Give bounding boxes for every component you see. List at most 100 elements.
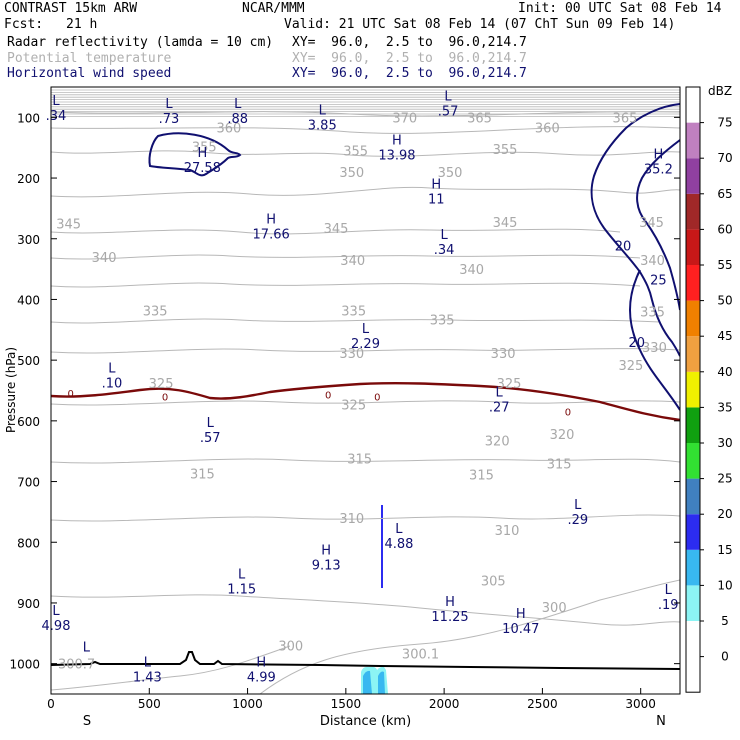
x-tick-label: 0	[47, 697, 55, 711]
theta-label: 300	[278, 639, 303, 654]
y-axis-label: Pressure (hPa)	[4, 347, 18, 433]
field-name-wind: Horizontal wind speed	[7, 66, 172, 81]
extremum-type: L	[108, 361, 116, 376]
theta-contour	[51, 400, 680, 406]
extremum-type: L	[496, 386, 504, 401]
wind-contour-25	[636, 139, 680, 311]
wind-contour-label: 25	[650, 273, 667, 288]
theta-contour	[51, 458, 680, 464]
theta-label: 330	[642, 341, 667, 356]
x-tick-label: 2500	[527, 697, 558, 711]
theta-contour	[51, 96, 680, 98]
extremum-value: .29	[567, 513, 588, 528]
extremum-type: L	[234, 97, 242, 112]
theta-label: 345	[56, 218, 81, 233]
freezing-level-label: 0	[565, 408, 571, 419]
freezing-level-line	[51, 381, 680, 422]
freezing-level-label: 0	[162, 392, 168, 403]
theta-label: 340	[340, 254, 365, 269]
y-tick-label: 900	[17, 597, 40, 611]
field-name-reflectivity: Radar reflectivity (lamda = 10 cm)	[7, 35, 274, 50]
theta-label: 350	[339, 166, 364, 181]
colorbar-level-label: 35	[717, 400, 732, 414]
theta-contour	[51, 103, 680, 106]
colorbar-level-label: 10	[717, 578, 732, 592]
theta-label: 335	[143, 304, 168, 319]
colorbar-swatch	[686, 443, 700, 479]
wind-contour-20	[590, 103, 680, 357]
valid-time: Valid: 21 UTC Sat 08 Feb 14 (07 ChT Sun …	[284, 17, 676, 32]
theta-contour	[51, 94, 680, 96]
colorbar-level-label: 70	[717, 151, 732, 165]
colorbar-level-label: 20	[717, 507, 732, 521]
extremum-value: 4.99	[247, 671, 276, 686]
theta-label: 310	[339, 512, 364, 527]
extremum-type: L	[207, 416, 215, 431]
theta-label: 335	[430, 313, 455, 328]
theta-label: 315	[547, 457, 572, 472]
colorbar-level-label: 65	[717, 187, 732, 201]
extremum-value: 11.25	[431, 610, 468, 625]
colorbar-level-label: 60	[717, 222, 732, 236]
init-time: Init: 00 UTC Sat 08 Feb 14	[518, 1, 722, 16]
y-tick-label: 800	[17, 536, 40, 550]
right-end-label: N	[656, 714, 666, 729]
colorbar-swatch	[686, 478, 700, 515]
wind-contour-20-lower	[628, 269, 680, 411]
theta-contour	[51, 645, 291, 691]
field-xy-theta: XY= 96.0, 2.5 to 96.0,214.7	[292, 51, 527, 66]
field-xy-reflectivity: XY= 96.0, 2.5 to 96.0,214.7	[292, 35, 527, 50]
extremum-type: H	[197, 146, 207, 161]
extremum-value: .34	[46, 109, 67, 124]
theta-label: 360	[216, 122, 241, 137]
extremum-value: 27.58	[184, 161, 221, 176]
theta-label: 340	[640, 254, 665, 269]
theta-label: 355	[192, 140, 217, 155]
fcst-label: Fcst:	[4, 17, 44, 32]
extremum-type: L	[52, 94, 60, 109]
y-tick-label: 1000	[9, 658, 40, 672]
y-tick-label: 500	[17, 354, 40, 368]
extremum-value: 13.98	[378, 149, 415, 164]
extremum-value: .27	[489, 401, 510, 416]
theta-label: 315	[347, 452, 372, 467]
theta-label: 365	[467, 111, 492, 126]
extremum-type: H	[653, 148, 663, 163]
colorbar-swatch	[686, 621, 700, 657]
theta-label: 340	[92, 251, 117, 266]
extremum-value: .57	[200, 431, 221, 446]
theta-contour	[51, 89, 680, 91]
y-tick-label: 300	[17, 233, 40, 247]
extremum-type: L	[362, 322, 370, 337]
theta-contour	[51, 98, 680, 101]
theta-contour	[51, 186, 680, 198]
x-tick-label: 1000	[232, 697, 263, 711]
theta-label: 325	[497, 377, 522, 392]
colorbar-level-label: 15	[717, 543, 732, 557]
x-tick-label: 500	[138, 697, 161, 711]
colorbar-swatch	[686, 229, 700, 265]
extremum-type: L	[665, 583, 673, 598]
theta-label: 305	[481, 574, 506, 589]
colorbar-swatch	[686, 300, 700, 337]
colorbar-level-label: 50	[717, 294, 732, 308]
colorbar-swatch	[686, 265, 700, 301]
x-axis-label: Distance (km)	[320, 714, 411, 729]
theta-contour	[51, 348, 680, 354]
extremum-value: .34	[434, 243, 455, 258]
theta-label: 320	[485, 434, 510, 449]
freezing-level-label: 0	[374, 392, 380, 403]
colorbar-swatch	[686, 371, 700, 408]
theta-contour	[51, 91, 680, 94]
extremum-value: 17.66	[253, 228, 290, 243]
extremum-type: H	[431, 177, 441, 192]
theta-contour	[51, 113, 680, 115]
theta-label: 345	[493, 216, 518, 231]
theta-contour	[259, 579, 680, 694]
theta-contour	[51, 110, 680, 113]
extremum-type: L	[574, 498, 582, 513]
colorbar-swatch	[686, 514, 700, 550]
colorbar-title: dBZ	[708, 84, 732, 98]
extremum-value: 4.88	[384, 537, 413, 552]
theta-contour	[51, 108, 680, 110]
